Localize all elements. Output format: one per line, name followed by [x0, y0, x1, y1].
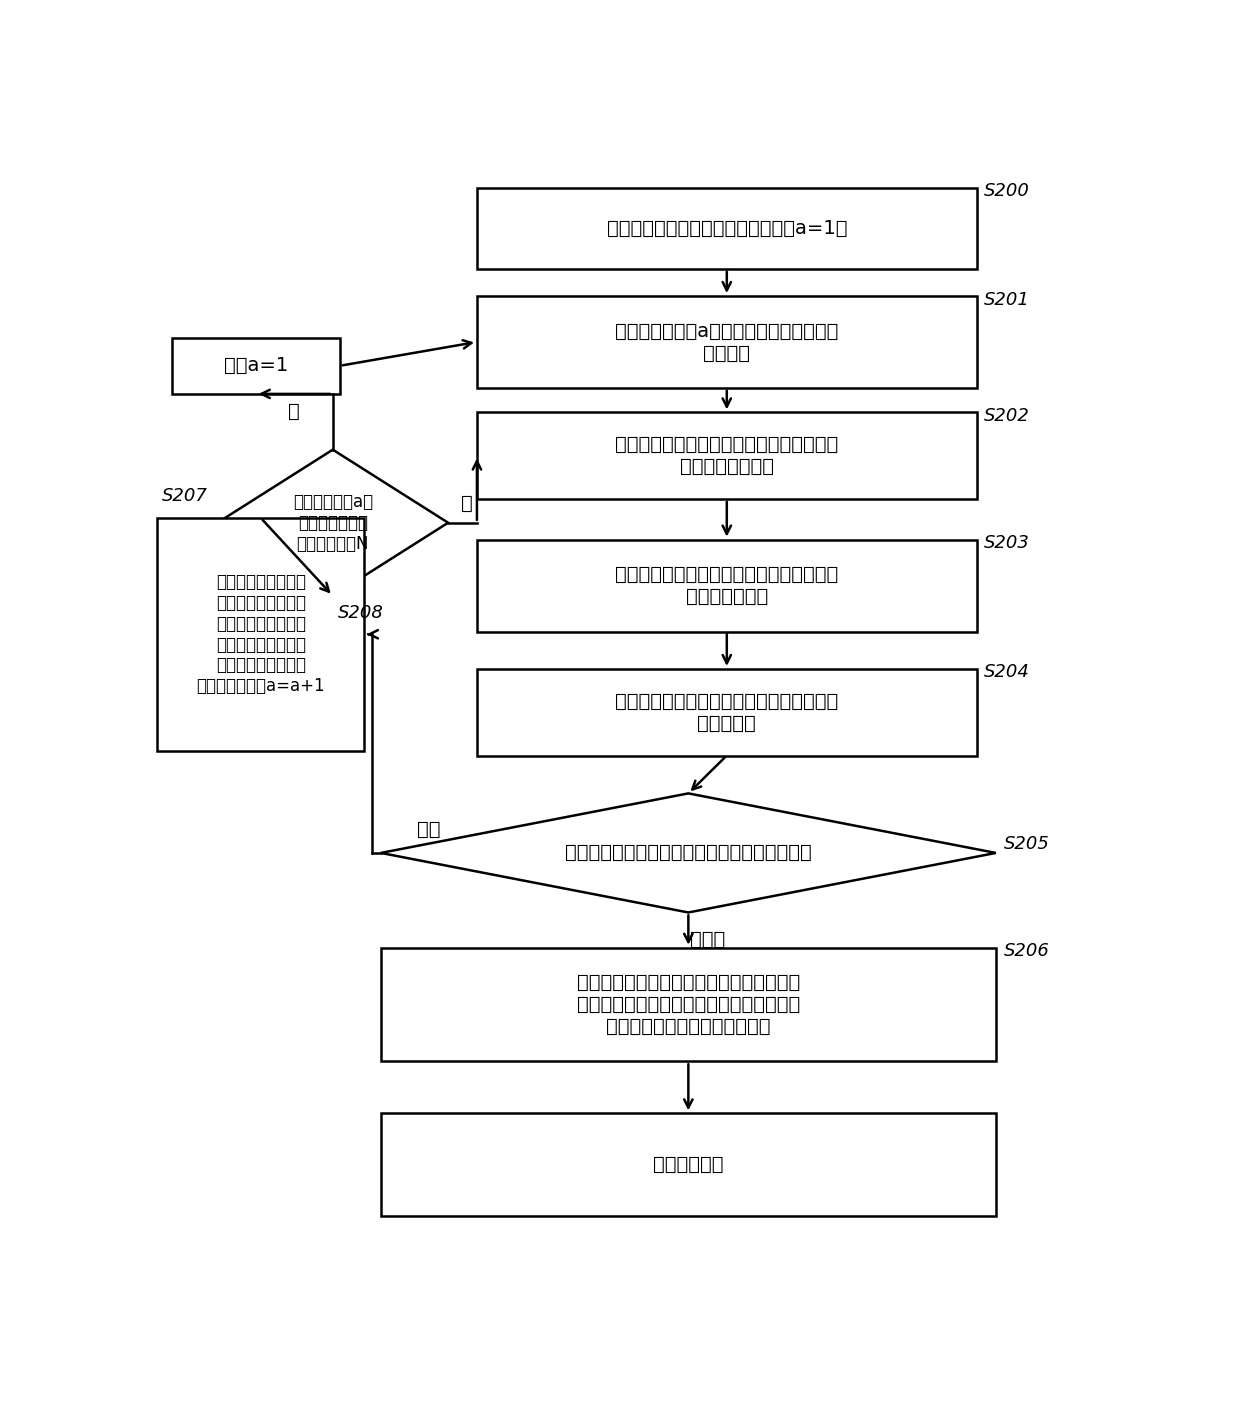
Bar: [477, 187, 977, 269]
Bar: [172, 337, 340, 394]
Text: 是: 是: [289, 402, 300, 420]
Text: 响应启动检测操作指令时，设定数值a=1；: 响应启动检测操作指令时，设定数值a=1；: [606, 219, 847, 238]
Text: 获取所述主检测设备所检测到的所述射频信
号的原始信号功率: 获取所述主检测设备所检测到的所述射频信 号的原始信号功率: [615, 434, 838, 477]
Text: 获取当前从检测设备检测到的所述射频信号
的实际信号功率: 获取当前从检测设备检测到的所述射频信号 的实际信号功率: [615, 565, 838, 606]
Text: 判定所述当前从检测设备和所述主检测设备
之间的漏缆线路存在问题，通过显示器显示
功率差值，将所述功率差值上报: 判定所述当前从检测设备和所述主检测设备 之间的漏缆线路存在问题，通过显示器显示 …: [577, 973, 800, 1036]
Bar: [157, 517, 365, 751]
Text: S207: S207: [162, 486, 208, 505]
Text: 判断所述数值a是
否大于所述从检
测设备的数量N: 判断所述数值a是 否大于所述从检 测设备的数量N: [293, 494, 373, 553]
Text: S205: S205: [1003, 835, 1049, 853]
Polygon shape: [217, 450, 448, 596]
Bar: [477, 412, 977, 499]
Bar: [477, 669, 977, 755]
Bar: [381, 1114, 996, 1216]
Text: S206: S206: [1003, 942, 1049, 960]
Polygon shape: [381, 793, 996, 912]
Text: 判断所述功率差值是否符合预设的插入损耗要求: 判断所述功率差值是否符合预设的插入损耗要求: [565, 844, 812, 862]
Text: S204: S204: [985, 664, 1030, 682]
Text: 计算所述实际信号功率和所述原始信号功率
的功率差值: 计算所述实际信号功率和所述原始信号功率 的功率差值: [615, 692, 838, 733]
Text: 否: 否: [461, 494, 474, 513]
Text: 选取标识序号为a的从检测设备作为当前从
检测设备: 选取标识序号为a的从检测设备作为当前从 检测设备: [615, 322, 838, 363]
Text: 结束检测操作: 结束检测操作: [653, 1156, 724, 1174]
Text: 通过显示器显示当前
从检测设备和所述主
检测设备的功率差值
，并对选取所述当前
从检测设备的标识序
号进行加一，即a=a+1: 通过显示器显示当前 从检测设备和所述主 检测设备的功率差值 ，并对选取所述当前 …: [196, 574, 325, 695]
Text: 符合: 符合: [417, 820, 440, 838]
Text: S203: S203: [985, 534, 1030, 553]
Text: S208: S208: [337, 605, 383, 623]
Text: 不符合: 不符合: [689, 929, 725, 949]
Text: S201: S201: [985, 291, 1030, 308]
Text: S200: S200: [985, 183, 1030, 200]
Bar: [477, 540, 977, 631]
Bar: [477, 295, 977, 388]
Text: S202: S202: [985, 406, 1030, 425]
Bar: [381, 948, 996, 1062]
Text: 赋值a=1: 赋值a=1: [223, 356, 288, 375]
